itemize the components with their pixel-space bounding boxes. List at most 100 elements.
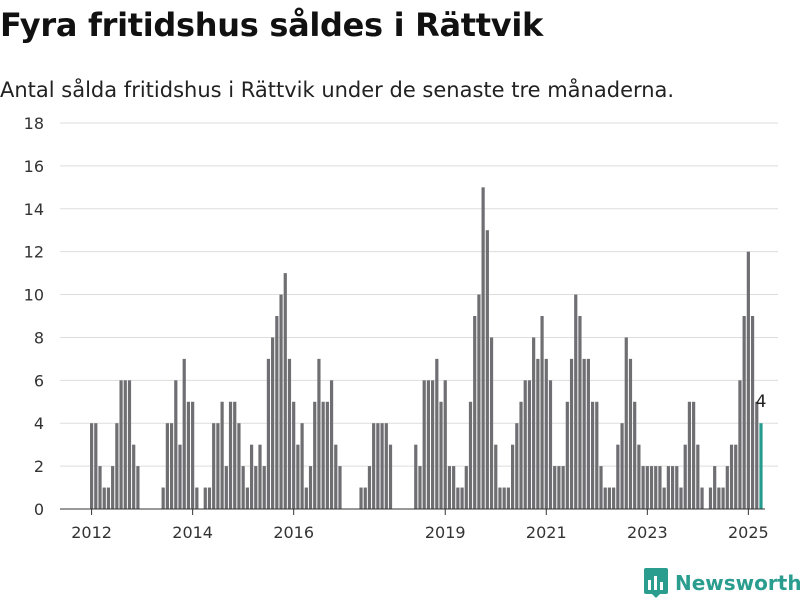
- brand-name: Newsworthy: [675, 571, 800, 595]
- bar: [212, 423, 216, 509]
- bar: [700, 487, 704, 509]
- bar: [734, 444, 738, 509]
- bar: [590, 401, 595, 509]
- bar: [174, 380, 178, 509]
- bar: [595, 401, 599, 509]
- y-axis-ticks: 0 2 4 6 8 10 12 14 16 18: [24, 114, 44, 519]
- latest-value-label: 4: [756, 392, 767, 412]
- bar: [532, 337, 536, 509]
- bar: [325, 401, 329, 509]
- bar: [675, 466, 679, 509]
- bar: [292, 401, 296, 509]
- bar: [414, 444, 418, 509]
- bar: [654, 466, 658, 509]
- bar: [624, 337, 628, 509]
- bar: [241, 466, 245, 509]
- bar: [456, 487, 460, 509]
- bar: [649, 466, 654, 509]
- bar: [287, 358, 292, 509]
- x-tick-label: 2021: [526, 523, 567, 542]
- bar: [725, 466, 729, 509]
- bar: [203, 487, 207, 509]
- bar: [119, 380, 123, 509]
- y-tick-label: 4: [34, 414, 44, 433]
- bar: [477, 294, 481, 509]
- bar: [275, 316, 279, 509]
- bar: [586, 358, 590, 509]
- bar: [178, 444, 182, 509]
- bar: [553, 466, 557, 509]
- bar: [515, 423, 519, 509]
- bar: [502, 487, 506, 509]
- bar: [641, 466, 645, 509]
- bar: [233, 401, 237, 509]
- bar: [304, 487, 308, 509]
- bar: [489, 337, 494, 509]
- chart-subtitle: Antal sålda fritidshus i Rättvik under d…: [0, 78, 675, 102]
- bar: [321, 401, 325, 509]
- bar: [755, 401, 759, 509]
- bar: [485, 230, 489, 509]
- bar: [94, 423, 98, 509]
- bar: [599, 466, 603, 509]
- bar: [582, 358, 586, 509]
- bar: [536, 358, 540, 509]
- bar: [271, 337, 275, 509]
- x-tick-label: 2014: [172, 523, 213, 542]
- bar: [334, 444, 338, 509]
- brand[interactable]: Newsworthy: [644, 568, 800, 598]
- bar: [713, 466, 717, 509]
- bar: [228, 401, 233, 509]
- bar: [195, 487, 199, 509]
- bar: [666, 466, 670, 509]
- bar: [452, 466, 456, 509]
- x-tick-label: 2019: [425, 523, 466, 542]
- bar: [633, 401, 637, 509]
- bar: [224, 466, 228, 509]
- bar: [612, 487, 616, 509]
- chart-title: Fyra fritidshus såldes i Rättvik: [0, 6, 543, 44]
- bar: [237, 423, 241, 509]
- bar: [338, 466, 342, 509]
- bar: [519, 401, 523, 509]
- bar: [670, 466, 675, 509]
- bar: [729, 444, 734, 509]
- bar: [460, 487, 464, 509]
- bar: [115, 423, 119, 509]
- gridlines: [60, 122, 778, 467]
- y-tick-label: 2: [34, 457, 44, 476]
- bar: [359, 487, 363, 509]
- bar: [447, 466, 452, 509]
- bar: [426, 380, 430, 509]
- bar: [98, 466, 102, 509]
- bar: [422, 380, 426, 509]
- bar: [506, 487, 510, 509]
- bar: [544, 358, 548, 509]
- bar: [620, 423, 624, 509]
- y-tick-label: 8: [34, 328, 44, 347]
- bar: [473, 316, 477, 509]
- bar: [90, 423, 94, 509]
- bar: [746, 251, 750, 509]
- bar: [687, 401, 692, 509]
- bar: [511, 444, 515, 509]
- bar: [169, 423, 174, 509]
- y-tick-label: 16: [24, 157, 44, 176]
- bar: [565, 401, 569, 509]
- bar: [574, 294, 578, 509]
- bar: [494, 444, 498, 509]
- bar: [696, 444, 700, 509]
- bar: [418, 466, 422, 509]
- bar: [431, 380, 435, 509]
- bar: [683, 444, 687, 509]
- y-tick-label: 10: [24, 286, 44, 305]
- bar: [123, 380, 127, 509]
- bar: [279, 294, 283, 509]
- bar: [721, 487, 725, 509]
- bar: [548, 380, 553, 509]
- bar: [468, 401, 473, 509]
- bar: [540, 316, 544, 509]
- bar: [136, 466, 140, 509]
- bar: [679, 487, 683, 509]
- bar: [439, 401, 443, 509]
